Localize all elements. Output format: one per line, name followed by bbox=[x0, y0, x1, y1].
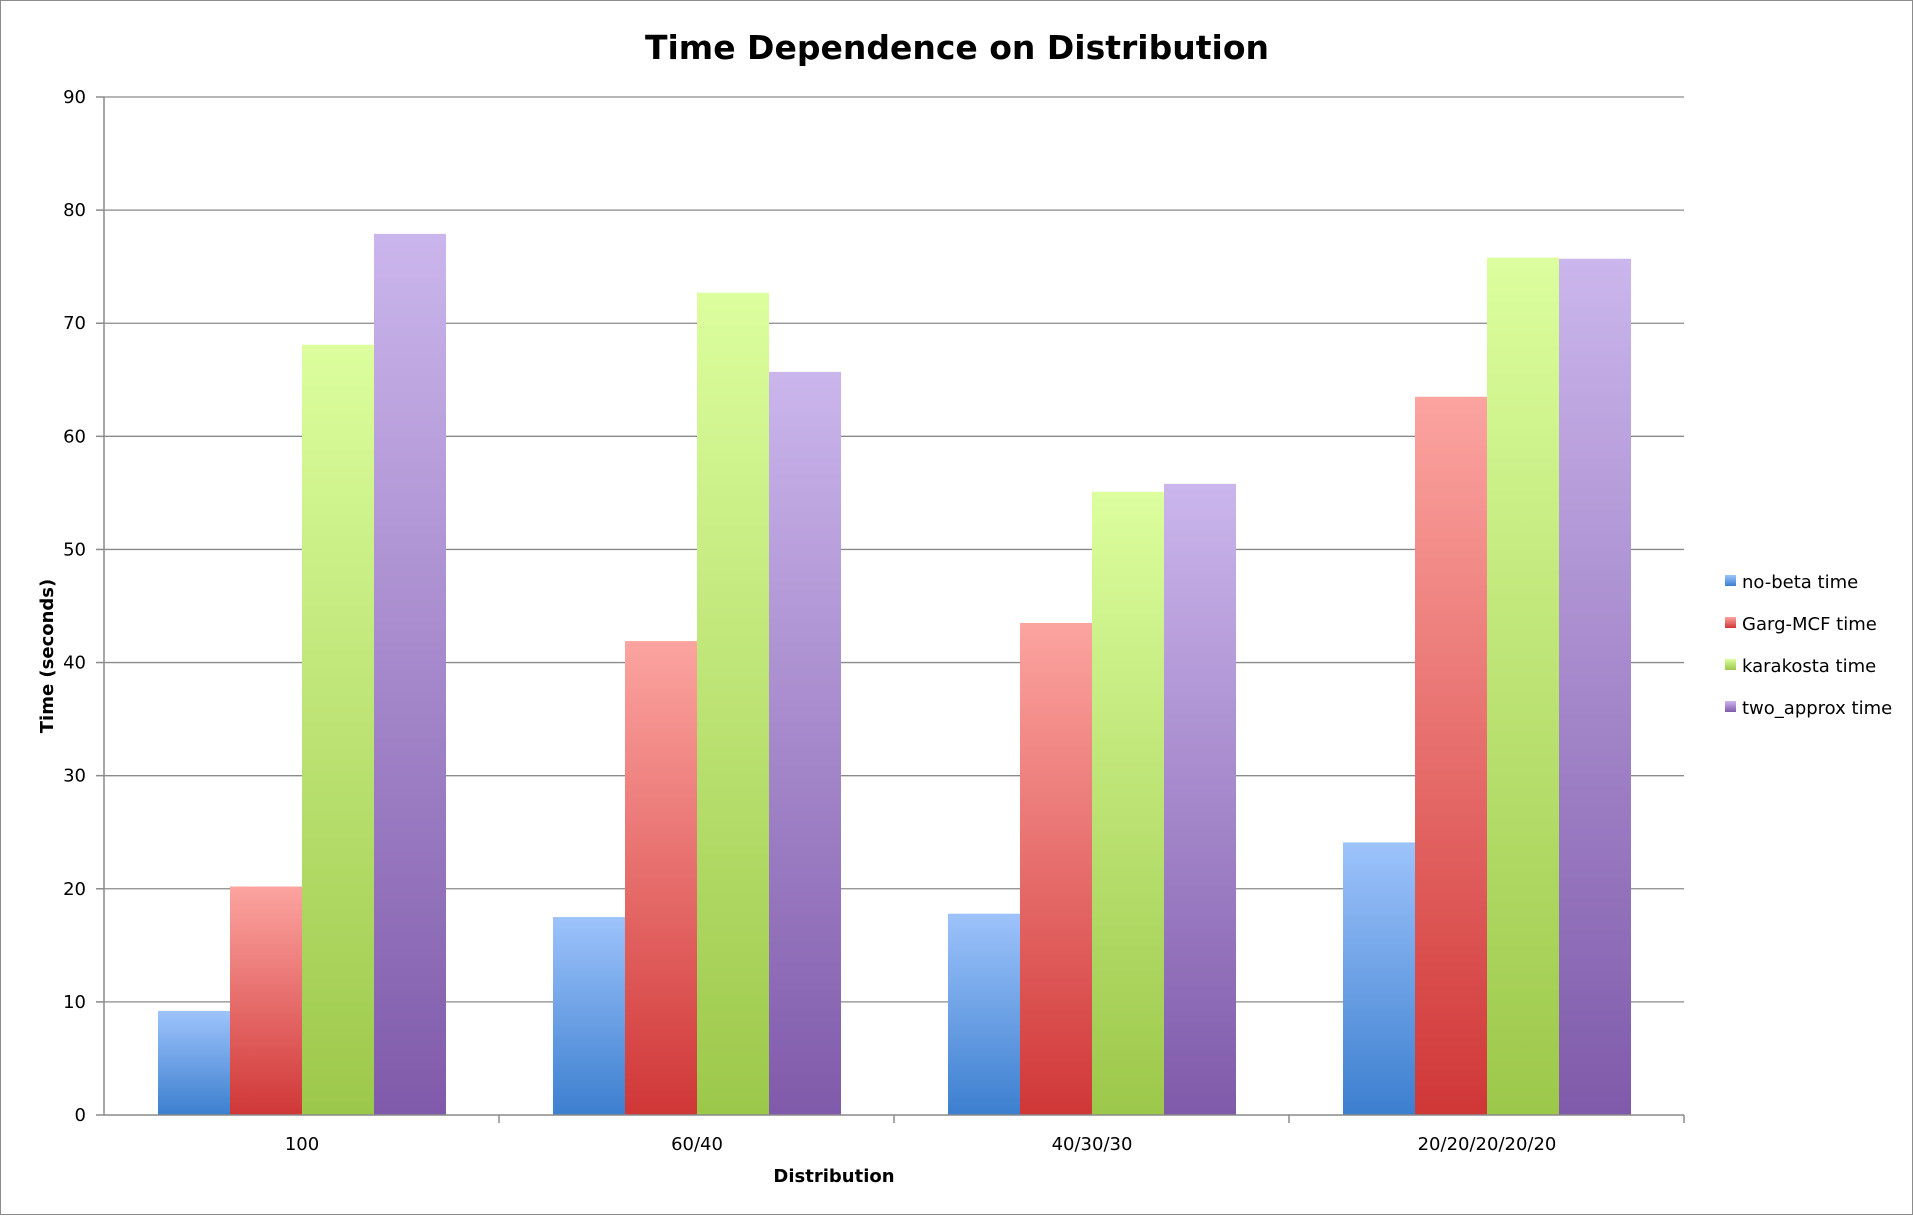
bar-two-approx-time-100 bbox=[374, 233, 446, 1115]
y-axis-title: Time (seconds) bbox=[37, 579, 58, 734]
y-tick-label: 40 bbox=[63, 653, 86, 674]
bar-garg-mcf-time-20-20-20-20-20 bbox=[1415, 396, 1487, 1115]
bar-two-approx-time-40-30-30 bbox=[1164, 483, 1236, 1116]
x-tick-label: 40/30/30 bbox=[1052, 1134, 1133, 1155]
legend-label-garg-mcf-time: Garg-MCF time bbox=[1742, 614, 1877, 635]
x-tick-label: 60/40 bbox=[671, 1134, 723, 1155]
y-tick-label: 10 bbox=[63, 992, 86, 1013]
bar-karakosta-time-100 bbox=[302, 344, 374, 1115]
tick-labels: 0 10 20 30 40 50 60 70 80 90 100 60/40 40/30/30 20/20… bbox=[63, 87, 1556, 1155]
chart-title: Time Dependence on Distribution bbox=[645, 28, 1269, 67]
bars bbox=[158, 233, 1631, 1116]
x-tick-label: 100 bbox=[285, 1134, 319, 1155]
y-tick-label: 0 bbox=[75, 1105, 86, 1126]
bar-garg-mcf-time-60-40 bbox=[625, 641, 697, 1115]
bar-karakosta-time-40-30-30 bbox=[1092, 491, 1164, 1115]
legend-swatch-karakosta-time bbox=[1725, 659, 1736, 670]
x-axis-title: Distribution bbox=[773, 1166, 894, 1187]
axes bbox=[96, 96, 1685, 1123]
y-tick-label: 30 bbox=[63, 766, 86, 787]
legend-swatch-garg-mcf-time bbox=[1725, 617, 1736, 628]
legend-label-two-approx-time: two_approx time bbox=[1742, 698, 1892, 719]
bar-no-beta-time-20-20-20-20-20 bbox=[1343, 842, 1415, 1115]
bar-karakosta-time-60-40 bbox=[697, 292, 769, 1115]
bar-two-approx-time-20-20-20-20-20 bbox=[1559, 258, 1631, 1115]
bar-karakosta-time-20-20-20-20-20 bbox=[1487, 257, 1559, 1115]
bar-no-beta-time-60-40 bbox=[553, 917, 625, 1115]
y-tick-label: 80 bbox=[63, 200, 86, 221]
y-tick-label: 60 bbox=[63, 426, 86, 447]
legend-label-karakosta-time: karakosta time bbox=[1742, 656, 1876, 677]
y-tick-label: 20 bbox=[63, 879, 86, 900]
legend-swatch-no-beta-time bbox=[1725, 575, 1736, 586]
y-tick-label: 70 bbox=[63, 313, 86, 334]
bar-two-approx-time-60-40 bbox=[769, 371, 841, 1115]
x-tick-label: 20/20/20/20/20 bbox=[1418, 1134, 1557, 1155]
y-tick-label: 50 bbox=[63, 539, 86, 560]
legend: no-beta time Garg-MCF time karakosta time t… bbox=[1725, 572, 1892, 719]
bar-garg-mcf-time-100 bbox=[230, 886, 302, 1115]
y-tick-label: 90 bbox=[63, 87, 86, 108]
bar-no-beta-time-100 bbox=[158, 1010, 230, 1115]
bar-no-beta-time-40-30-30 bbox=[948, 913, 1020, 1115]
legend-swatch-two-approx-time bbox=[1725, 701, 1736, 712]
bar-garg-mcf-time-40-30-30 bbox=[1020, 622, 1092, 1115]
legend-label-no-beta-time: no-beta time bbox=[1742, 572, 1858, 593]
